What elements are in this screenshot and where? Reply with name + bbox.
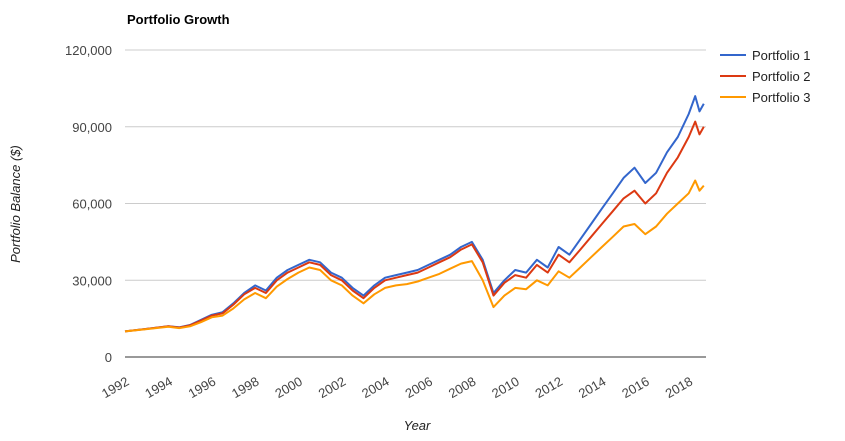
- legend: Portfolio 1 Portfolio 2 Portfolio 3: [720, 48, 811, 105]
- x-tick-label: 2010: [489, 374, 522, 401]
- x-tick-label: 2000: [272, 374, 305, 401]
- x-tick-label: 2016: [619, 374, 652, 401]
- legend-label: Portfolio 3: [752, 90, 811, 105]
- legend-label: Portfolio 2: [752, 69, 811, 84]
- series-line-portfolio-2: [124, 120, 705, 333]
- series-line-portfolio-1: [124, 95, 705, 333]
- x-tick-label: 1994: [142, 374, 175, 401]
- x-axis-ticks: 1992 1994 1996 1998 2000 2002 2004 2006 2008 2010…: [99, 374, 695, 401]
- x-tick-label: 2014: [576, 374, 609, 401]
- y-tick-label: 30,000: [72, 273, 112, 288]
- x-tick-label: 2004: [359, 374, 392, 401]
- y-tick-label: 120,000: [65, 43, 112, 58]
- x-tick-label: 1998: [229, 374, 262, 401]
- series-line-portfolio-3: [124, 179, 705, 333]
- x-tick-label: 2002: [316, 374, 349, 401]
- x-tick-label: 2012: [533, 374, 566, 401]
- y-axis-ticks: 0 30,000 60,000 90,000 120,000: [65, 43, 112, 365]
- chart-title: Portfolio Growth: [127, 12, 230, 27]
- grid: [125, 49, 706, 358]
- series-lines: [124, 95, 705, 333]
- y-tick-label: 90,000: [72, 120, 112, 135]
- y-tick-label: 60,000: [72, 197, 112, 212]
- x-tick-label: 1992: [99, 374, 132, 401]
- x-tick-label: 2018: [663, 374, 696, 401]
- legend-label: Portfolio 1: [752, 48, 811, 63]
- x-tick-label: 2006: [402, 374, 435, 401]
- x-axis-label: Year: [404, 418, 431, 433]
- x-tick-label: 1996: [186, 374, 219, 401]
- y-axis-label: Portfolio Balance ($): [8, 145, 23, 263]
- y-tick-label: 0: [105, 350, 112, 365]
- x-tick-label: 2008: [446, 374, 479, 401]
